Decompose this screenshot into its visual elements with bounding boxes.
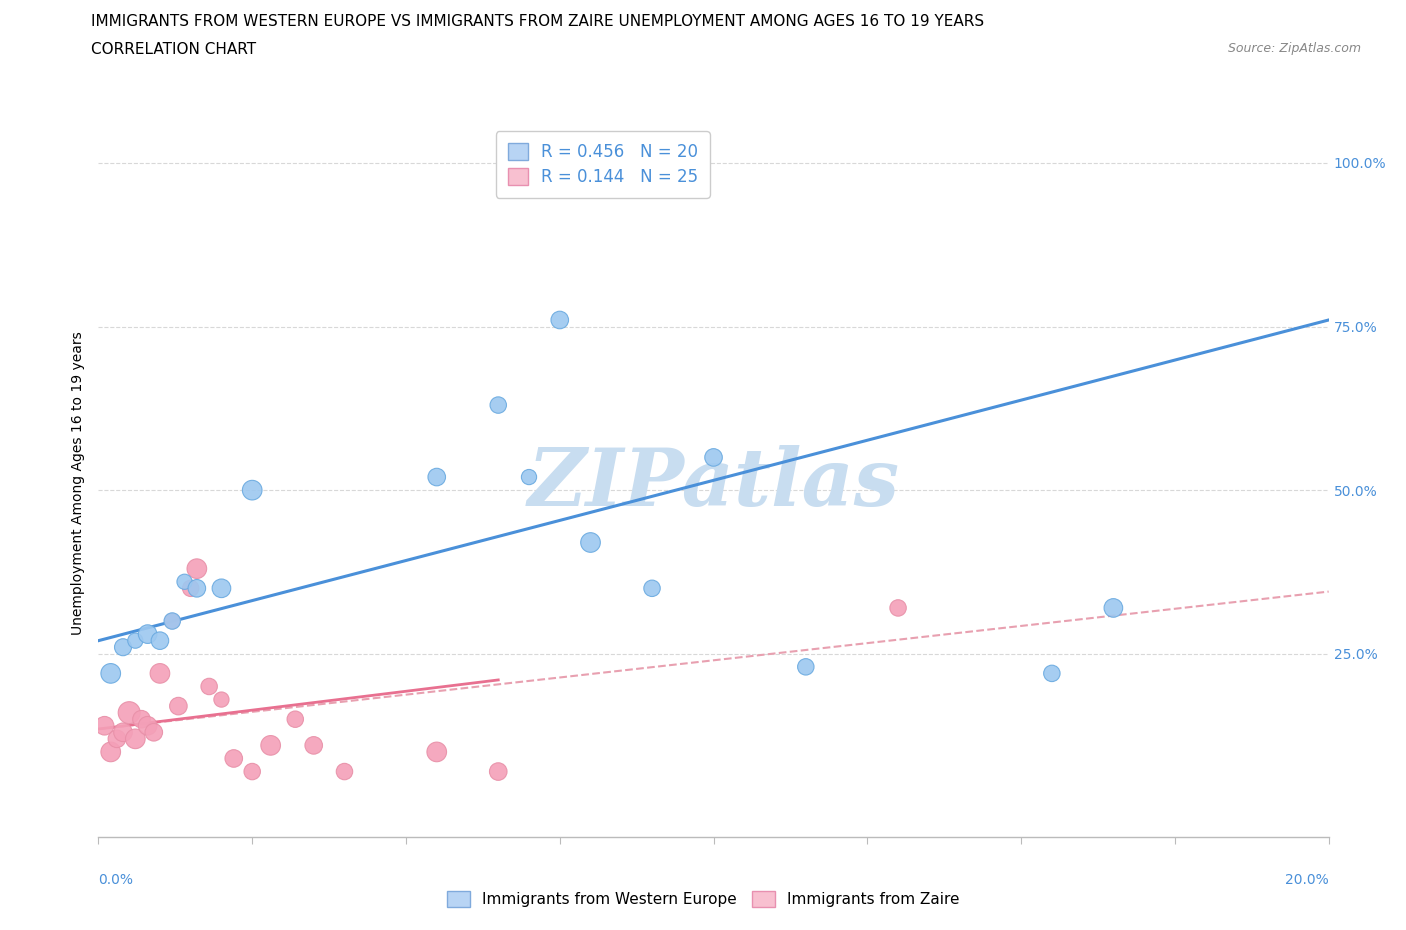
Text: ZIPatlas: ZIPatlas: [527, 445, 900, 523]
Point: [794, 659, 817, 674]
Point: [105, 731, 128, 746]
Point: [284, 711, 307, 726]
Point: [124, 633, 146, 648]
Point: [100, 666, 122, 681]
Point: [211, 581, 233, 596]
Point: [149, 666, 172, 681]
Point: [162, 614, 183, 629]
Point: [173, 575, 195, 590]
Point: [486, 764, 509, 779]
Point: [142, 724, 165, 739]
Point: [162, 614, 183, 629]
Point: [198, 679, 221, 694]
Point: [426, 470, 449, 485]
Text: Source: ZipAtlas.com: Source: ZipAtlas.com: [1227, 42, 1361, 55]
Point: [486, 398, 509, 413]
Legend: Immigrants from Western Europe, Immigrants from Zaire: Immigrants from Western Europe, Immigran…: [440, 884, 966, 913]
Text: 20.0%: 20.0%: [1285, 873, 1329, 887]
Point: [186, 581, 208, 596]
Point: [93, 718, 115, 733]
Point: [149, 633, 172, 648]
Point: [136, 627, 159, 642]
Point: [260, 737, 283, 752]
Point: [112, 640, 135, 655]
Point: [131, 711, 153, 726]
Text: CORRELATION CHART: CORRELATION CHART: [91, 42, 256, 57]
Point: [579, 535, 602, 550]
Point: [887, 601, 910, 616]
Point: [240, 764, 263, 779]
Text: 0.0%: 0.0%: [98, 873, 134, 887]
Y-axis label: Unemployment Among Ages 16 to 19 years: Unemployment Among Ages 16 to 19 years: [70, 332, 84, 635]
Text: IMMIGRANTS FROM WESTERN EUROPE VS IMMIGRANTS FROM ZAIRE UNEMPLOYMENT AMONG AGES : IMMIGRANTS FROM WESTERN EUROPE VS IMMIGR…: [91, 14, 984, 29]
Point: [118, 705, 141, 720]
Point: [124, 731, 146, 746]
Point: [1040, 666, 1063, 681]
Legend: R = 0.456   N = 20, R = 0.144   N = 25: R = 0.456 N = 20, R = 0.144 N = 25: [496, 131, 710, 198]
Point: [100, 745, 122, 760]
Point: [136, 718, 159, 733]
Point: [517, 470, 540, 485]
Point: [211, 692, 233, 707]
Point: [180, 581, 202, 596]
Point: [302, 737, 325, 752]
Point: [703, 450, 725, 465]
Point: [333, 764, 356, 779]
Point: [167, 698, 190, 713]
Point: [641, 581, 664, 596]
Point: [240, 483, 263, 498]
Point: [222, 751, 245, 766]
Point: [112, 724, 135, 739]
Point: [548, 312, 571, 327]
Point: [426, 745, 449, 760]
Point: [186, 561, 208, 576]
Point: [1102, 601, 1125, 616]
